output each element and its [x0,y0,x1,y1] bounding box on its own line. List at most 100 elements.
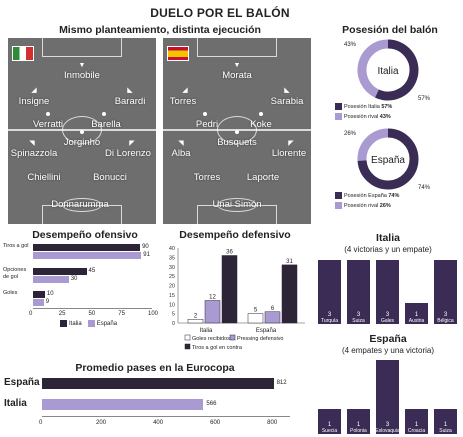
offense-legend-item: España [87,320,117,327]
donut-rival-slice [357,128,389,161]
defense-tick-label: 10 [169,302,175,308]
defense-tick-label: 5 [172,312,175,318]
result-bar [434,409,457,434]
player-es-cb2: Laporte [246,172,280,183]
donut-own-label: 57% [418,96,431,102]
donut-team-label: España [371,155,405,166]
offense-bar [33,291,45,298]
defense-bar-value: 36 [226,250,233,256]
donut-rival-label: 43% [344,42,357,48]
defense-tick-label: 15 [169,293,175,299]
passes-axis [42,416,290,417]
possession-chart: Italia 43% 57% España 26% 74% [344,39,431,191]
defense-tick-label: 35 [169,255,175,261]
player-es-lm: Pedri [195,119,219,130]
player-it-rw: Barardi [114,96,146,107]
result-points: 3 [443,312,448,318]
offense-legend-item: Italia [60,320,82,327]
result-bar [434,260,457,324]
passes-tick-label: 800 [267,420,278,426]
defense-bar [281,264,298,324]
defense-tick-label: 40 [169,246,175,252]
player-es-lb: Alba [171,148,191,159]
passes-tick-label: 600 [210,420,221,426]
defense-legend-label: Pressing defensivo [237,336,283,342]
defense-bar-value: 2 [194,313,198,319]
offense-bar [33,268,87,275]
offense-legend: Italia España [60,320,123,327]
donut-own-slice [375,39,419,101]
possession-legend-spain: Posesión España 74% Posesión rival 26% [335,192,399,209]
offense-bar-value: 91 [143,252,150,258]
spain-results-title: España [369,333,407,345]
result-bar [376,260,399,324]
passes-bar [42,378,274,389]
player-it-lw: Insigne [18,96,50,107]
offense-tick-label: 50 [88,311,96,317]
defense-bar-value: 31 [286,259,293,265]
page-title: DUELO POR EL BALÓN [150,6,290,20]
result-rival: Suecia [321,428,338,434]
defense-bar-value: 5 [254,308,258,314]
defense-bar [221,255,238,324]
passes-tick-label: 400 [153,420,164,426]
player-es-rw: Sarabia [270,96,304,107]
donut-rival-slice [357,39,389,98]
spain-results-subtitle: (4 empates y una victoria) [341,346,435,355]
result-rival: Croacia [407,428,426,434]
result-rival: Gales [380,318,395,324]
result-rival: Austria [408,318,425,324]
defense-bar-value: 6 [271,306,275,312]
player-it-rb: Di Lorenzo [105,148,151,159]
italy-results-subtitle: (4 victorias y un empate) [344,245,432,254]
passes-bar [42,399,204,410]
result-points: 3 [356,312,361,318]
passes-tick-label: 200 [96,420,107,426]
player-it-dm: Jorginho [63,137,101,148]
result-bar [405,409,428,434]
result-bar [347,409,370,434]
offense-bar-value: 90 [142,244,149,250]
legend-es-own-value: 74% [388,192,400,199]
donut-own-slice [357,128,419,190]
result-bar [318,260,341,324]
offense-tick-label: 100 [148,311,159,317]
result-rival: Suiza [352,318,365,324]
possession-legend-italy: Posesión Italia 57% Posesión rival 43% [335,103,392,120]
defense-tick-label: 0 [172,321,175,327]
result-points: 1 [356,422,361,428]
defense-legend-label: Goles recibidos [192,336,230,342]
passes-tick-label: 0 [39,420,43,426]
defense-legend-label: Tiros a gol en contra [192,345,243,351]
italy-flag-icon [12,46,34,61]
defense-bar-value: 12 [209,295,216,301]
defense-legend-swatch [184,334,191,341]
player-es-lw: Torres [169,96,197,107]
player-it-gk: Donnarumma [51,199,109,210]
player-es-rm: Koke [250,119,272,130]
player-es-dm: Busquets [217,137,257,148]
donut-rival-label: 26% [344,131,357,137]
result-points: 3 [385,312,390,318]
offense-chart: Tiros a gol 90 91 Opciones de gol 45 30 Goles 1… [0,240,160,336]
legend-it-rival-value: 43% [379,113,391,120]
defense-bar [204,300,221,324]
player-es-cb1: Torres [193,172,221,183]
result-rival: Eslovaquia [375,428,400,434]
defense-bar [247,313,264,324]
player-it-lb: Spinazzola [10,148,58,159]
result-rival: Turquía [320,318,339,324]
offense-bar [33,252,142,259]
offense-category-label: Opciones de gol [3,267,27,280]
player-it-fw: Inmobile [64,70,100,81]
spain-results-chart: 1 Suecia 1 Polonia 3 Eslovaquia 1 Croacia 1 Suiza [316,358,460,436]
offense-bar-value: 9 [45,299,50,305]
player-es-gk: Unai Simón [212,199,262,210]
defense-tick-label: 20 [169,284,175,290]
possession-title: Posesión del balón [342,24,438,36]
result-bar [318,409,341,434]
passes-category-label: España [4,377,40,388]
legend-es-own: Posesión España [344,192,387,199]
offense-bar [33,276,69,283]
defense-title: Desempeño defensivo [179,229,291,241]
